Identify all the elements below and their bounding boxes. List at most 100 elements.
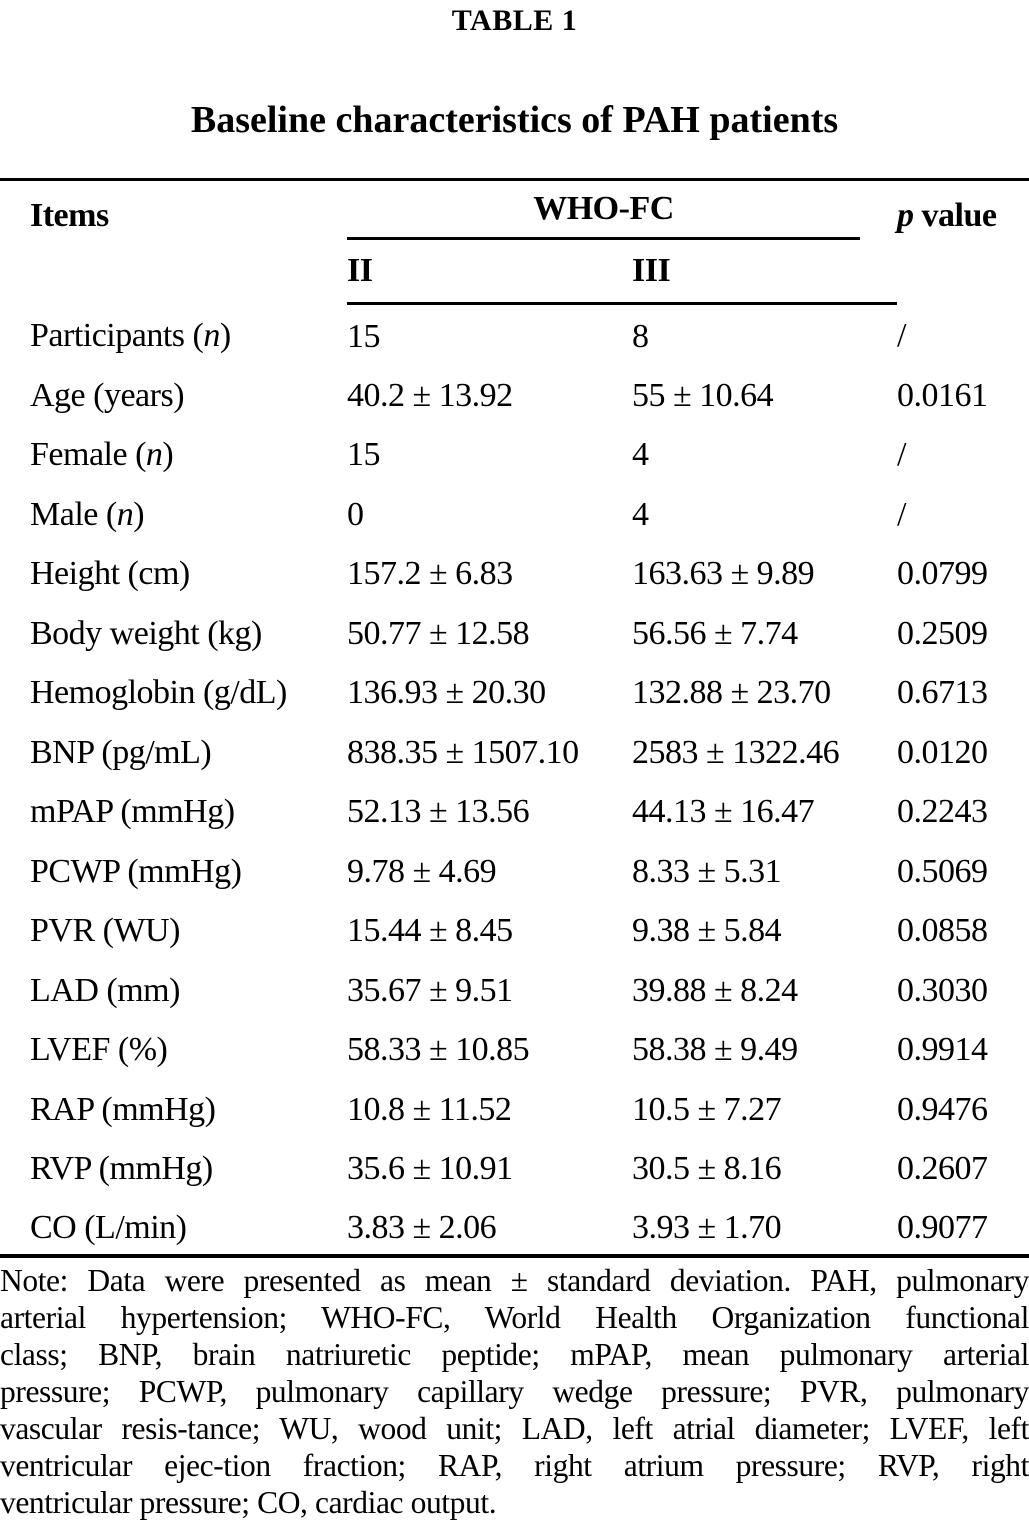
row-label: Height (cm) [30,555,190,593]
value-who-fc-iii: 4 [632,436,649,474]
baseline-characteristics-table: Items WHO-FC p value II III Participants… [0,178,1029,1258]
footnote-line: class; BNP, brain natriuretic peptide; m… [0,1336,1029,1372]
row-label: BNP (pg/mL) [30,733,212,771]
value-p: 0.0858 [897,912,988,950]
value-who-fc-ii: 50.77 ± 12.58 [347,614,530,652]
value-who-fc-ii: 136.93 ± 20.30 [347,674,546,712]
footnote-line: Note: Data were presented as mean ± stan… [0,1262,1029,1298]
value-p: 0.5069 [897,852,988,890]
row-label: RVP (mmHg) [30,1150,213,1188]
table-row: PVR (WU) 15.44 ± 8.45 9.38 ± 5.84 0.0858 [0,899,1029,959]
value-p: 0.0120 [897,733,988,771]
table-row: Body weight (kg) 50.77 ± 12.58 56.56 ± 7.7… [0,601,1029,661]
table-row: Age (years) 40.2 ± 13.92 55 ± 10.64 0.0161 [0,363,1029,423]
table-row: LVEF (%) 58.33 ± 10.85 58.38 ± 9.49 0.9914 [0,1018,1029,1078]
value-who-fc-ii: 15.44 ± 8.45 [347,912,513,950]
value-who-fc-ii: 35.67 ± 9.51 [347,971,513,1009]
table-row: RVP (mmHg) 35.6 ± 10.91 30.5 ± 8.16 0.2607 [0,1137,1029,1197]
value-p: / [897,436,906,474]
table-row: Male (n) 0 4 / [0,482,1029,542]
column-header-fc2: II [347,239,632,305]
value-who-fc-ii: 838.35 ± 1507.10 [347,733,579,771]
value-p: 0.9077 [897,1208,988,1246]
row-label: PVR (WU) [30,912,180,950]
value-who-fc-iii: 2583 ± 1322.46 [632,733,840,771]
table-row: PCWP (mmHg) 9.78 ± 4.69 8.33 ± 5.31 0.5069 [0,839,1029,899]
column-group-header-who-fc: WHO-FC [347,180,897,240]
table-footnote: Note: Data were presented as mean ± stan… [0,1262,1029,1521]
value-p: 0.3030 [897,971,988,1009]
row-label: mPAP (mmHg) [30,793,235,831]
table-row: LAD (mm) 35.67 ± 9.51 39.88 ± 8.24 0.3030 [0,958,1029,1018]
value-who-fc-iii: 39.88 ± 8.24 [632,971,798,1009]
value-p: 0.2607 [897,1150,988,1188]
p-value-rest: value [913,197,997,234]
table-row: mPAP (mmHg) 52.13 ± 13.56 44.13 ± 16.47 0.2… [0,780,1029,840]
value-who-fc-ii: 10.8 ± 11.52 [347,1090,512,1128]
row-label-italic: n [145,436,163,474]
row-label: Body weight (kg) [30,614,262,652]
value-who-fc-ii: 15 [347,436,381,474]
header-row-group: Items WHO-FC p value [0,180,1029,240]
value-p: / [897,317,906,355]
row-label: Female (n) [30,436,174,474]
row-label-italic: n [116,495,134,533]
value-who-fc-ii: 157.2 ± 6.83 [347,555,513,593]
footnote-line: ventricular ejec-tion fraction; RAP, rig… [0,1447,1029,1483]
table-row: Female (n) 15 4 / [0,423,1029,483]
value-who-fc-iii: 30.5 ± 8.16 [632,1150,782,1188]
value-who-fc-ii: 58.33 ± 10.85 [347,1031,530,1069]
table-row: Participants (n) 15 8 / [0,304,1029,364]
row-label: Participants (n) [30,317,231,355]
value-who-fc-iii: 8 [632,318,649,355]
row-label: Hemoglobin (g/dL) [30,674,287,712]
footnote-line: pressure; PCWP, pulmonary capillary wedg… [0,1373,1029,1409]
value-who-fc-iii: 44.13 ± 16.47 [632,793,815,831]
table-row: BNP (pg/mL) 838.35 ± 1507.10 2583 ± 1322.4… [0,720,1029,780]
value-who-fc-iii: 10.5 ± 7.27 [632,1090,782,1128]
table-caption: Baseline characteristics of PAH patients [190,99,839,141]
value-who-fc-ii: 40.2 ± 13.92 [347,376,513,414]
value-p: 0.0799 [897,555,988,593]
table-row: RAP (mmHg) 10.8 ± 11.52 10.5 ± 7.27 0.9476 [0,1077,1029,1137]
value-who-fc-iii: 3.93 ± 1.70 [632,1208,782,1246]
column-header-items: Items [30,197,109,234]
value-p: 0.9476 [897,1090,988,1128]
value-who-fc-iii: 9.38 ± 5.84 [632,912,782,950]
value-p: 0.2243 [897,793,988,831]
value-who-fc-ii: 9.78 ± 4.69 [347,852,497,890]
column-header-fc3: III [632,239,898,305]
value-who-fc-ii: 3.83 ± 2.06 [347,1208,497,1246]
value-p: 0.0161 [897,376,988,414]
value-who-fc-ii: 0 [347,495,364,533]
who-fc-group-label: WHO-FC [347,190,861,240]
row-label: RAP (mmHg) [30,1090,216,1128]
row-label: CO (L/min) [30,1208,187,1246]
table-number-label: TABLE 1 [451,4,578,37]
value-who-fc-iii: 8.33 ± 5.31 [632,852,782,890]
value-who-fc-ii: 52.13 ± 13.56 [347,793,530,831]
value-who-fc-iii: 58.38 ± 9.49 [632,1031,798,1069]
value-p: 0.6713 [897,674,988,712]
row-label: PCWP (mmHg) [30,852,242,890]
value-who-fc-ii: 35.6 ± 10.91 [347,1150,513,1188]
row-label: Age (years) [30,376,185,414]
table-body: Participants (n) 15 8 / Age (years) 40.2 ± 13… [0,304,1029,1256]
table-header: Items WHO-FC p value II III [0,180,1029,305]
column-header-p-value: p value [897,180,1029,304]
value-who-fc-ii: 15 [347,318,381,355]
table-row: Hemoglobin (g/dL) 136.93 ± 20.30 132.88 ± … [0,661,1029,721]
table-row: CO (L/min) 3.83 ± 2.06 3.93 ± 1.70 0.9077 [0,1196,1029,1256]
value-p: 0.9914 [897,1031,988,1069]
row-label: LVEF (%) [30,1031,168,1069]
row-label: LAD (mm) [30,971,180,1009]
value-who-fc-iii: 132.88 ± 23.70 [632,674,831,712]
row-label: Male (n) [30,495,145,533]
value-who-fc-iii: 4 [632,495,649,533]
value-who-fc-iii: 55 ± 10.64 [632,376,774,414]
footnote-line: arterial hypertension; WHO-FC, World Hea… [0,1299,1029,1335]
header-row-subcolumns: II III [0,239,1029,305]
table-row: Height (cm) 157.2 ± 6.83 163.63 ± 9.89 0.07… [0,542,1029,602]
p-italic: p [897,197,914,234]
footnote-line: vascular resis-tance; WU, wood unit; LAD… [0,1410,1029,1446]
